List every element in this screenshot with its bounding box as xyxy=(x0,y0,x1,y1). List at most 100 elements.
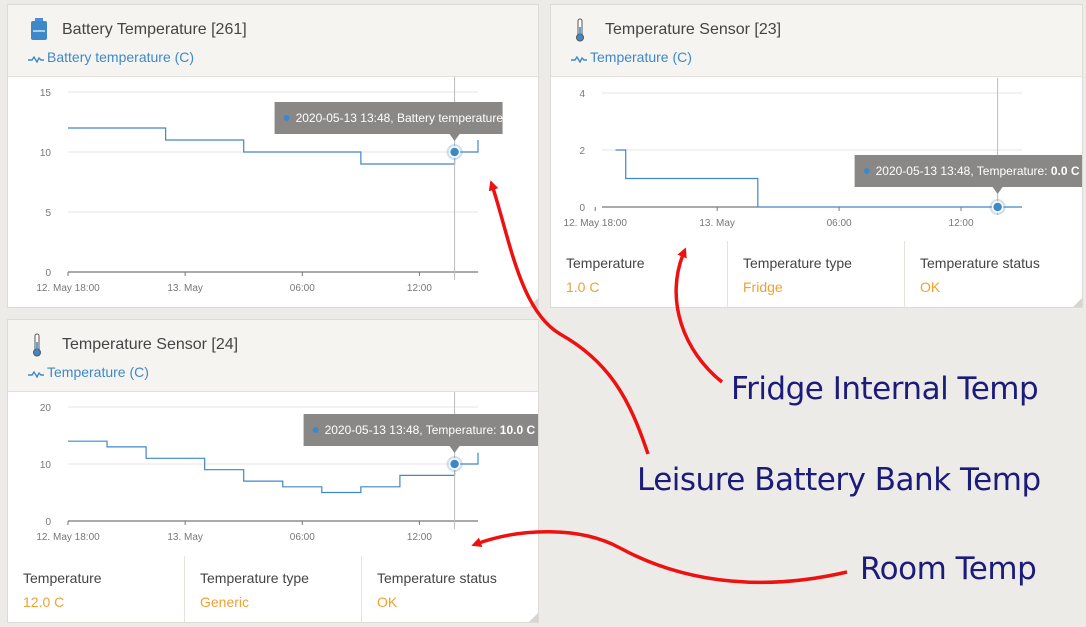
card-header: Temperature Sensor [24] Temperature (C) xyxy=(8,320,538,392)
tooltip-text: 2020-05-13 13:48, Temperature: 0.0 C xyxy=(876,164,1080,178)
highlight-point xyxy=(991,201,1004,213)
series-line-icon xyxy=(571,50,587,66)
x-tick-label: 06:00 xyxy=(290,532,315,543)
stat-value: OK xyxy=(377,594,398,610)
legend-item[interactable]: Battery temperature (C) xyxy=(28,49,194,66)
stats-row: Temperature 1.0 C Temperature type Fridg… xyxy=(551,241,1082,307)
legend-item[interactable]: Temperature (C) xyxy=(28,364,149,381)
y-tick-label: 0 xyxy=(45,268,51,279)
annotation-fridge: Fridge Internal Temp xyxy=(731,371,1039,407)
card-title: Battery Temperature [261] xyxy=(62,21,247,38)
x-tick-label: 06:00 xyxy=(290,283,315,294)
card-title: Temperature Sensor [24] xyxy=(62,336,239,353)
series-line-icon xyxy=(28,50,44,66)
y-tick-label: 0 xyxy=(579,203,585,214)
resize-handle[interactable] xyxy=(529,613,538,622)
tooltip-dot xyxy=(283,115,290,121)
highlight-point xyxy=(448,146,461,158)
stat-label: Temperature xyxy=(23,570,102,586)
y-tick-label: 2 xyxy=(579,146,585,157)
divider xyxy=(184,556,185,622)
legend-label: Temperature (C) xyxy=(47,364,149,380)
stat-value: 12.0 C xyxy=(23,594,65,610)
divider xyxy=(904,241,905,307)
y-tick-label: 5 xyxy=(45,208,51,219)
y-tick-label: 10 xyxy=(40,148,52,159)
legend-label: Battery temperature (C) xyxy=(47,49,195,65)
x-tick-label: 12. May 18:00 xyxy=(564,218,628,229)
tooltip: 2020-05-13 13:48, Battery temperature: 1… xyxy=(274,102,536,141)
stat-label: Temperature type xyxy=(200,570,309,586)
tooltip-value: 0.0 C xyxy=(1051,164,1080,178)
tooltip-box xyxy=(274,102,503,134)
tooltip-dot xyxy=(863,168,870,174)
y-tick-label: 10 xyxy=(40,460,52,471)
stat-temperature-status: Temperature status OK xyxy=(362,556,538,622)
tooltip: 2020-05-13 13:48, Temperature: 0.0 C xyxy=(854,155,1082,194)
tooltip-text: 2020-05-13 13:48, Temperature: 10.0 C xyxy=(325,423,536,437)
stat-value: Fridge xyxy=(743,279,783,295)
tooltip-date: 2020-05-13 13:48, Temperature: xyxy=(325,423,500,437)
battery-temperature-card: Battery Temperature [261] Battery temper… xyxy=(7,4,539,308)
tooltip-pointer xyxy=(992,187,1003,194)
temperature-sensor-23-chart[interactable]: 0 2 4 12. May 18:00 13. May 06:00 12:00 2020-05… xyxy=(551,77,1083,237)
x-tick-label: 06:00 xyxy=(827,218,852,229)
temperature-sensor-24-chart[interactable]: 0 10 20 12. May 18:00 13. May 06:00 12:00 2020-… xyxy=(8,392,539,552)
temperature-sensor-24-card: Temperature Sensor [24] Temperature (C) … xyxy=(7,319,539,623)
annotation-room: Room Temp xyxy=(860,551,1037,587)
tooltip-value: 10.0 C xyxy=(500,423,536,437)
card-header: Battery Temperature [261] Battery temper… xyxy=(8,5,538,77)
stat-label: Temperature xyxy=(566,255,645,271)
tooltip-pointer xyxy=(449,446,460,453)
thermometer-icon xyxy=(573,18,587,47)
y-tick-label: 0 xyxy=(45,517,51,528)
legend-item[interactable]: Temperature (C) xyxy=(571,49,692,66)
stats-row: Temperature 12.0 C Temperature type Gene… xyxy=(8,556,538,622)
y-tick-label: 20 xyxy=(40,403,52,414)
legend-label: Temperature (C) xyxy=(590,49,692,65)
stat-value: OK xyxy=(920,279,941,295)
tooltip-dot xyxy=(312,427,319,433)
stat-temperature-type: Temperature type Fridge xyxy=(728,241,904,307)
battery-temperature-chart[interactable]: 0 5 10 15 12. May 18:00 13. May 06:00 12:00 2020… xyxy=(8,77,539,308)
tooltip-value: 10 C xyxy=(510,111,536,125)
stat-temperature: Temperature 12.0 C xyxy=(8,556,184,622)
series-line-icon xyxy=(28,365,44,381)
series-line xyxy=(68,440,479,494)
series-line xyxy=(615,149,1022,208)
stat-value: 1.0 C xyxy=(566,279,600,295)
x-tick-label: 13. May xyxy=(167,532,203,543)
tooltip-date: 2020-05-13 13:48, Temperature: xyxy=(876,164,1051,178)
stat-label: Temperature status xyxy=(377,570,497,586)
stat-label: Temperature status xyxy=(920,255,1040,271)
x-tick-label: 12:00 xyxy=(407,283,432,294)
divider xyxy=(727,241,728,307)
card-title: Temperature Sensor [23] xyxy=(605,21,782,38)
annotation-leisure: Leisure Battery Bank Temp xyxy=(637,462,1041,498)
tooltip-pointer xyxy=(449,134,460,141)
y-tick-label: 15 xyxy=(40,88,52,99)
x-tick-label: 12:00 xyxy=(407,532,432,543)
x-tick-label: 13. May xyxy=(699,218,735,229)
resize-handle[interactable] xyxy=(1073,298,1082,307)
x-tick-label: 12. May 18:00 xyxy=(36,283,100,294)
card-header: Temperature Sensor [23] Temperature (C) xyxy=(551,5,1082,77)
thermometer-icon xyxy=(30,333,44,362)
x-tick-label: 12:00 xyxy=(949,218,974,229)
temperature-sensor-23-card: Temperature Sensor [23] Temperature (C) … xyxy=(550,4,1083,308)
x-tick-label: 12. May 18:00 xyxy=(36,532,100,543)
stat-label: Temperature type xyxy=(743,255,852,271)
resize-handle[interactable] xyxy=(529,298,538,307)
stat-value: Generic xyxy=(200,594,250,610)
battery-icon xyxy=(30,18,48,45)
tooltip: 2020-05-13 13:48, Temperature: 10.0 C xyxy=(303,414,538,453)
stat-temperature-type: Temperature type Generic xyxy=(185,556,361,622)
highlight-point xyxy=(448,458,461,470)
tooltip-text: 2020-05-13 13:48, Battery temperature: 1… xyxy=(296,111,536,125)
divider xyxy=(361,556,362,622)
tooltip-box xyxy=(854,155,1082,187)
tooltip-date: 2020-05-13 13:48, Battery temperature: xyxy=(296,111,510,125)
stat-temperature-status: Temperature status OK xyxy=(905,241,1082,307)
x-tick-label: 13. May xyxy=(167,283,203,294)
y-tick-label: 4 xyxy=(579,89,585,100)
